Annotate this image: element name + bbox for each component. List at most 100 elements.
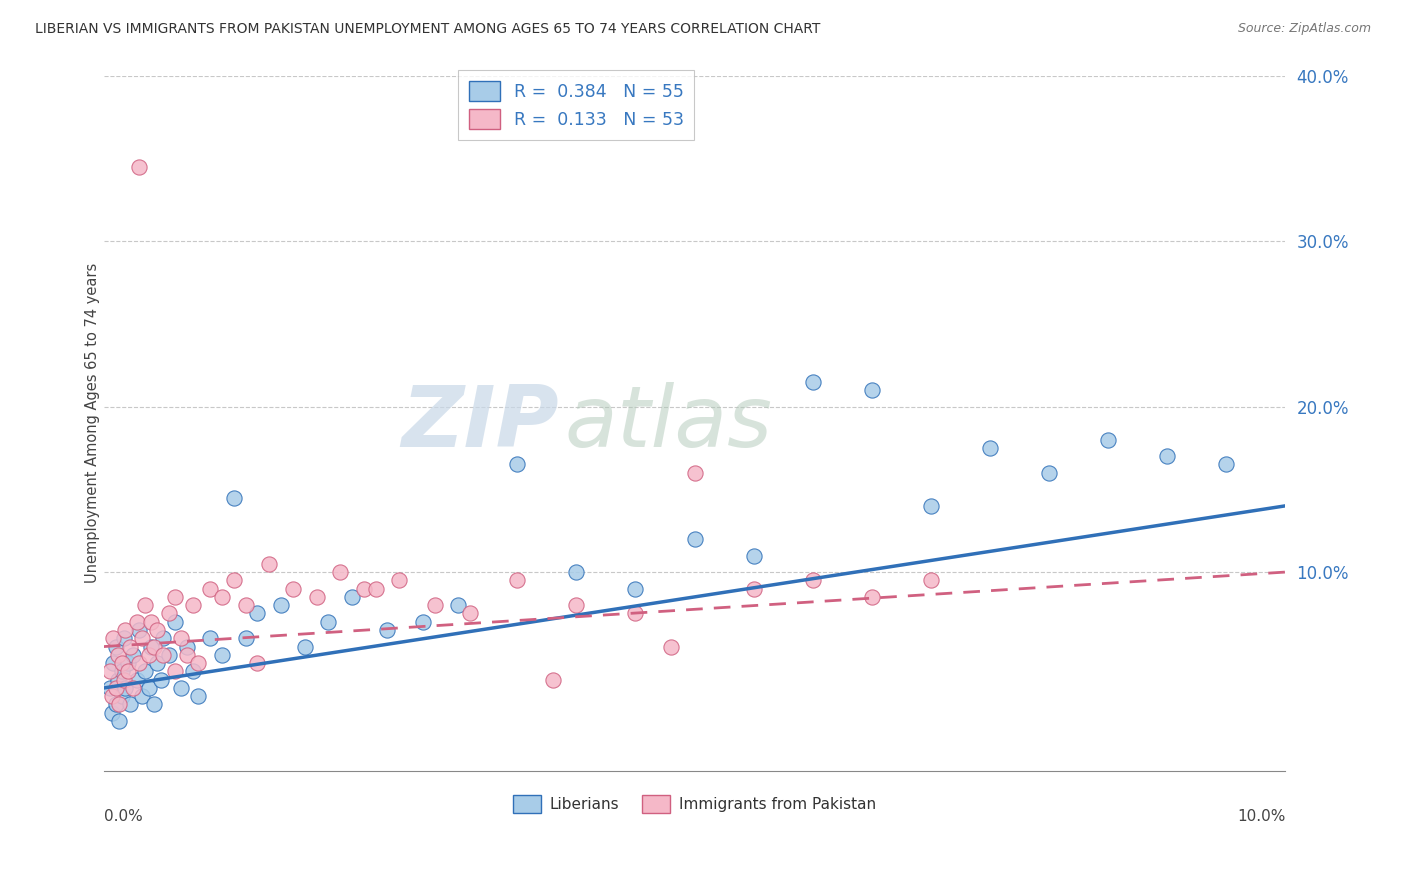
Point: [187, 690, 209, 704]
Point: [112, 632, 135, 646]
Text: ZIP: ZIP: [401, 382, 558, 465]
Point: [318, 615, 340, 629]
Point: [111, 656, 134, 670]
Point: [157, 648, 180, 662]
Point: [104, 640, 127, 654]
Point: [163, 590, 186, 604]
Y-axis label: Unemployment Among Ages 65 to 74 years: Unemployment Among Ages 65 to 74 years: [86, 263, 100, 583]
Point: [506, 458, 529, 472]
Point: [142, 640, 165, 654]
Point: [101, 690, 124, 704]
Point: [246, 656, 269, 670]
Point: [103, 656, 125, 670]
Point: [111, 690, 134, 704]
Point: [118, 640, 141, 654]
Point: [447, 598, 470, 612]
Point: [222, 491, 245, 505]
Point: [270, 598, 292, 612]
Point: [329, 565, 352, 579]
Point: [170, 681, 193, 695]
Point: [128, 160, 150, 174]
Point: [149, 673, 172, 687]
Point: [624, 607, 647, 621]
Point: [141, 640, 163, 654]
Point: [128, 656, 150, 670]
Point: [146, 656, 169, 670]
Point: [211, 590, 233, 604]
Point: [388, 574, 411, 588]
Point: [181, 665, 204, 679]
Point: [281, 582, 304, 596]
Text: atlas: atlas: [565, 382, 773, 465]
Point: [152, 648, 174, 662]
Point: [107, 673, 129, 687]
Point: [142, 698, 165, 712]
Point: [118, 698, 141, 712]
Point: [200, 582, 222, 596]
Point: [340, 590, 363, 604]
Legend: Liberians, Immigrants from Pakistan: Liberians, Immigrants from Pakistan: [508, 789, 882, 819]
Point: [259, 557, 281, 571]
Point: [157, 607, 180, 621]
Point: [305, 590, 328, 604]
Point: [114, 681, 136, 695]
Point: [117, 656, 139, 670]
Point: [170, 632, 193, 646]
Point: [624, 582, 647, 596]
Point: [187, 656, 209, 670]
Point: [364, 582, 387, 596]
Point: [1038, 466, 1060, 480]
Point: [146, 623, 169, 637]
Point: [152, 632, 174, 646]
Point: [294, 640, 316, 654]
Point: [122, 681, 145, 695]
Text: 0.0%: 0.0%: [104, 809, 142, 824]
Point: [412, 615, 434, 629]
Point: [163, 615, 186, 629]
Point: [458, 607, 481, 621]
Point: [138, 681, 160, 695]
Point: [920, 499, 942, 513]
Point: [801, 574, 824, 588]
Point: [98, 681, 121, 695]
Point: [131, 632, 153, 646]
Point: [141, 615, 163, 629]
Point: [801, 375, 824, 389]
Point: [176, 640, 198, 654]
Point: [742, 549, 765, 563]
Point: [112, 673, 135, 687]
Point: [108, 714, 131, 728]
Point: [860, 590, 883, 604]
Point: [103, 632, 125, 646]
Point: [541, 673, 564, 687]
Point: [176, 648, 198, 662]
Point: [246, 607, 269, 621]
Point: [353, 582, 375, 596]
Point: [683, 532, 706, 546]
Point: [128, 623, 150, 637]
Point: [111, 665, 134, 679]
Point: [235, 598, 257, 612]
Point: [138, 648, 160, 662]
Point: [920, 574, 942, 588]
Point: [101, 706, 124, 720]
Point: [104, 698, 127, 712]
Point: [683, 466, 706, 480]
Point: [131, 690, 153, 704]
Point: [117, 665, 139, 679]
Point: [1215, 458, 1237, 472]
Point: [235, 632, 257, 646]
Point: [104, 681, 127, 695]
Text: 10.0%: 10.0%: [1237, 809, 1285, 824]
Point: [222, 574, 245, 588]
Point: [742, 582, 765, 596]
Point: [565, 598, 588, 612]
Point: [125, 673, 148, 687]
Point: [565, 565, 588, 579]
Point: [114, 623, 136, 637]
Point: [200, 632, 222, 646]
Point: [1097, 433, 1119, 447]
Point: [107, 648, 129, 662]
Text: Source: ZipAtlas.com: Source: ZipAtlas.com: [1237, 22, 1371, 36]
Point: [377, 623, 399, 637]
